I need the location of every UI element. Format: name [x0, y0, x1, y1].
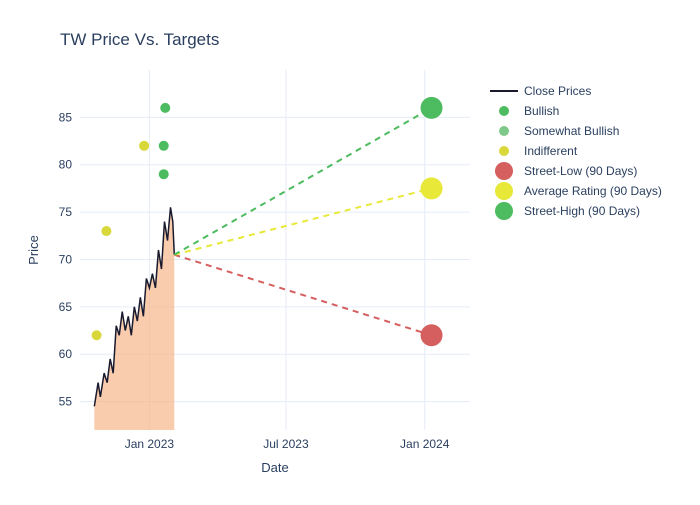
scatter-point	[139, 141, 149, 151]
target-marker-street-low	[421, 324, 443, 346]
y-tick-label: 60	[59, 347, 73, 361]
target-marker-street-high	[421, 97, 443, 119]
legend-dot-icon	[490, 126, 518, 136]
scatter-point	[101, 226, 111, 236]
scatter-point	[159, 141, 169, 151]
y-tick-label: 65	[59, 300, 73, 314]
legend-label: Street-High (90 Days)	[524, 204, 640, 218]
x-tick-label: Jan 2023	[125, 437, 175, 451]
y-tick-label: 85	[59, 110, 73, 124]
y-tick-label: 80	[59, 158, 73, 172]
x-tick-label: Jul 2023	[263, 437, 309, 451]
chart-title: TW Price Vs. Targets	[60, 30, 219, 50]
legend-item[interactable]: Street-High (90 Days)	[490, 202, 662, 219]
legend-dot-icon	[490, 202, 518, 220]
legend-label: Average Rating (90 Days)	[524, 184, 662, 198]
legend-label: Street-Low (90 Days)	[524, 164, 637, 178]
target-line-street-high	[174, 108, 431, 255]
legend-label: Somewhat Bullish	[524, 124, 619, 138]
legend-line-icon	[490, 90, 518, 92]
scatter-point	[160, 103, 170, 113]
legend: Close Prices Bullish Somewhat Bullish Indif…	[490, 82, 662, 222]
legend-label: Close Prices	[524, 84, 591, 98]
legend-item[interactable]: Street-Low (90 Days)	[490, 162, 662, 179]
y-tick-label: 70	[59, 252, 73, 266]
target-line-average-rating	[174, 188, 431, 254]
y-tick-label: 55	[59, 395, 73, 409]
x-axis-label: Date	[261, 460, 288, 475]
y-tick-label: 75	[59, 205, 73, 219]
legend-item[interactable]: Close Prices	[490, 82, 662, 99]
legend-dot-icon	[490, 162, 518, 180]
scatter-point	[159, 169, 169, 179]
legend-dot-icon	[490, 106, 518, 116]
scatter-point	[92, 330, 102, 340]
legend-dot-icon	[490, 182, 518, 200]
legend-item[interactable]: Indifferent	[490, 142, 662, 159]
target-line-street-low	[174, 255, 431, 336]
legend-item[interactable]: Average Rating (90 Days)	[490, 182, 662, 199]
x-tick-label: Jan 2024	[400, 437, 450, 451]
legend-label: Indifferent	[524, 144, 577, 158]
legend-item[interactable]: Somewhat Bullish	[490, 122, 662, 139]
close-prices-area	[94, 207, 174, 430]
legend-label: Bullish	[524, 104, 559, 118]
legend-dot-icon	[490, 146, 518, 156]
target-marker-average-rating	[421, 177, 443, 199]
legend-item[interactable]: Bullish	[490, 102, 662, 119]
y-axis-label: Price	[26, 235, 41, 265]
chart-container: TW Price Vs. Targets 55 60 65 70 75 80 85 Jan 2…	[0, 0, 700, 500]
chart-svg: 55 60 65 70 75 80 85 Jan 2023 Jul 2023 Jan 2024 Pr…	[0, 0, 700, 500]
